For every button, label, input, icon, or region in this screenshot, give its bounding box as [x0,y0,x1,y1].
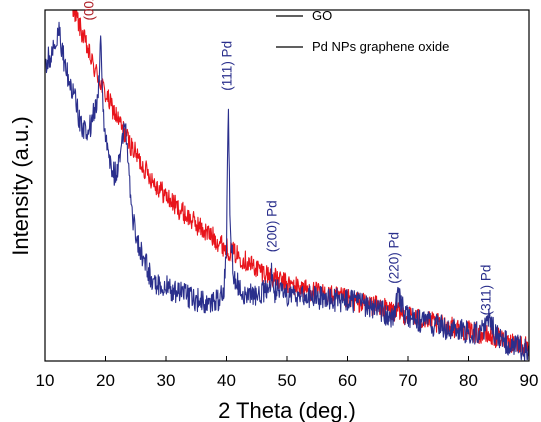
peak-label: (311) Pd [478,265,493,316]
peak-label: (111) Pd [220,41,235,91]
x-tick-label: 90 [520,371,539,390]
x-tick-label: 80 [459,371,478,390]
legend-label-go: GO [312,8,332,23]
legend-label-pd: Pd NPs graphene oxide [312,39,449,54]
x-tick-label: 40 [217,371,236,390]
x-tick-label: 10 [36,371,55,390]
plot-frame [44,9,530,362]
x-ticks: 10 20 30 40 50 60 70 80 90 [36,356,539,390]
x-tick-label: 30 [157,371,176,390]
legend: GO Pd NPs graphene oxide [276,8,449,54]
series-pd-nps-line [45,21,529,361]
peak-label: (002) GO [82,0,97,21]
peak-annotations: (002) GO (111) Pd (200) Pd (220) Pd (311) Pd [82,0,494,315]
x-tick-label: 20 [96,371,115,390]
x-axis-title: 2 Theta (deg.) [218,398,356,422]
x-tick-label: 70 [399,371,418,390]
peak-label: (200) Pd [264,200,279,252]
y-axis-title: Intensity (a.u.) [8,116,33,255]
series-layer [45,10,529,361]
x-tick-label: 50 [278,371,297,390]
peak-label: (220) Pd [387,232,402,284]
x-tick-label: 60 [338,371,357,390]
